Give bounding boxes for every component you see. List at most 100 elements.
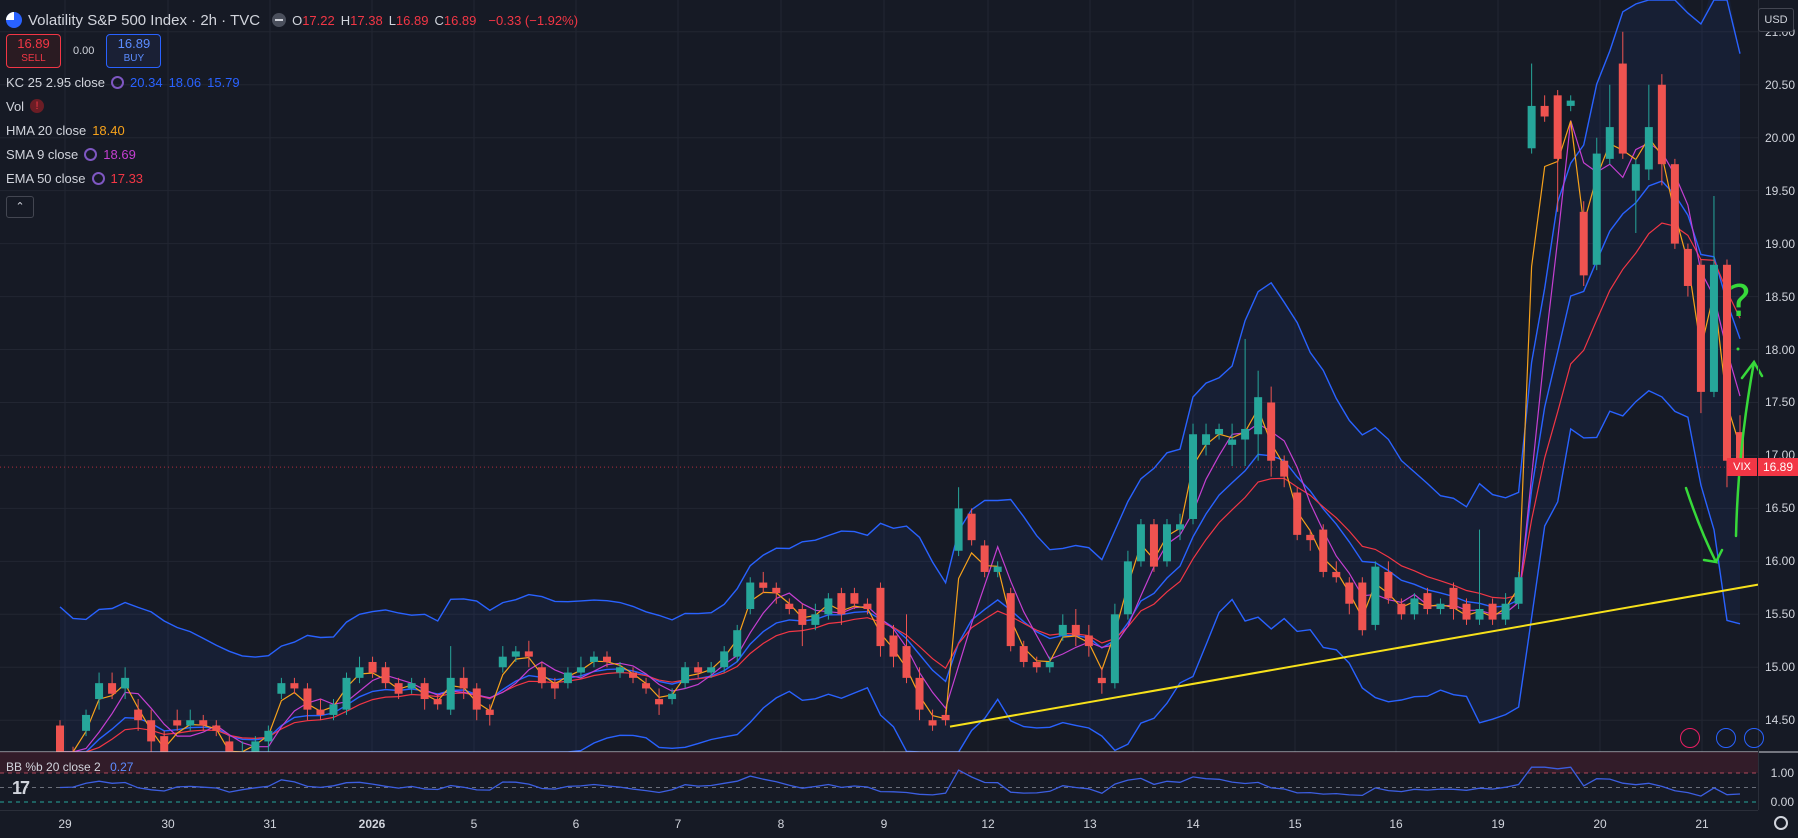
candle-body [1215, 428, 1224, 435]
candle [368, 656, 377, 678]
candle-body [1319, 529, 1328, 572]
candle-body [1384, 571, 1393, 599]
y-tick-label: 17.50 [1764, 395, 1795, 410]
indicator-row[interactable]: KC 25 2.95 close 20.34 18.06 15.79 [6, 70, 578, 94]
price-axis[interactable]: 14.50 15.00 15.50 16.00 16.50 17.00 17.50 18.00… [1758, 0, 1798, 810]
candle-body [1228, 439, 1237, 445]
indicator-row[interactable]: SMA 9 close 18.69 [6, 142, 578, 166]
candle-body [733, 630, 742, 657]
candle-body [1566, 100, 1575, 106]
candle-body [1436, 603, 1445, 610]
candle [290, 677, 299, 694]
candle [1527, 63, 1536, 154]
candle-body [876, 587, 885, 647]
candle [277, 677, 286, 700]
candle-body [824, 598, 833, 615]
candle-body [954, 508, 963, 551]
pane-icons [1680, 728, 1764, 748]
candle [1319, 524, 1328, 578]
candle [824, 593, 833, 620]
currency-button[interactable]: USD [1758, 8, 1794, 32]
candle [772, 582, 781, 604]
warning-icon[interactable]: ! [30, 99, 45, 113]
current-price-tag: 16.89 [1758, 458, 1798, 477]
candle [1605, 84, 1614, 165]
ohlc-value: 17.38 [350, 12, 383, 28]
candle [56, 720, 64, 752]
bbp-value: 0.27 [110, 760, 134, 774]
candle-body [1332, 571, 1341, 578]
candle-body [1202, 434, 1211, 445]
candle [733, 624, 742, 662]
candle [95, 672, 104, 710]
gear-icon[interactable] [1774, 816, 1788, 830]
candle-body [121, 677, 130, 689]
candle [1462, 598, 1471, 625]
us-flag-icon [6, 12, 22, 28]
candle-body [1579, 211, 1588, 276]
trendline[interactable] [949, 583, 1759, 728]
sell-button[interactable]: 16.89 SELL [6, 34, 61, 68]
grid-lines [0, 0, 1758, 810]
indicator-row[interactable]: HMA 20 close 18.40 [6, 118, 578, 142]
indicator-value: 15.79 [207, 74, 240, 90]
candle-body [1527, 105, 1536, 149]
hma-20-line [60, 120, 1741, 753]
candle [1696, 259, 1705, 414]
candle-body [1592, 153, 1601, 265]
candle [355, 656, 364, 684]
candle-body [902, 646, 911, 678]
indicator-value: 18.40 [92, 122, 125, 138]
candle-body [642, 683, 651, 689]
candle-body [1306, 534, 1315, 541]
candle [902, 614, 911, 684]
ohlc-l: L16.89 [389, 13, 429, 28]
indicator-row[interactable]: EMA 50 close 17.33 [6, 166, 578, 190]
candle-body [563, 672, 572, 684]
candle-body [1410, 598, 1419, 615]
candle-body [1683, 248, 1692, 286]
x-tick-label: 21 [1695, 817, 1709, 831]
candle-body [589, 656, 598, 662]
time-axis[interactable]: 29 30 31 2026 5 6 7 8 9 12 13 14 15 16 19 20 21 [0, 810, 1758, 838]
candle-body [1110, 614, 1119, 684]
candle-body [1371, 566, 1380, 625]
collapse-legend-button[interactable]: ⌃ [6, 196, 34, 218]
hand-drawn-annotations[interactable]: ? [1684, 276, 1764, 564]
hide-icon[interactable] [272, 13, 287, 27]
candle-body [368, 661, 377, 673]
buy-button[interactable]: 16.89 BUY [106, 34, 162, 68]
candle-body [798, 609, 807, 625]
settings-icon[interactable] [111, 75, 125, 89]
bbp-label[interactable]: BB %b 20 close 2 [6, 760, 101, 774]
tradingview-logo[interactable]: 17 [12, 778, 30, 798]
candle-body [1514, 577, 1523, 604]
settings-icon[interactable] [84, 147, 98, 161]
candle [1162, 518, 1171, 567]
candle [1228, 423, 1237, 467]
candle-body [1293, 492, 1302, 535]
candle-body [407, 683, 416, 689]
candle-body [1358, 582, 1367, 631]
candle-body [1696, 264, 1705, 392]
indicator-row[interactable]: Vol! [6, 94, 578, 118]
candle-body [1462, 603, 1471, 620]
candle-body [303, 688, 312, 710]
symbol-title[interactable]: Volatility S&P 500 Index · 2h · TVC [28, 11, 261, 29]
lightning-icon[interactable] [1680, 728, 1700, 748]
candle [524, 640, 533, 668]
candle-body [550, 683, 559, 689]
candle-body [95, 683, 104, 700]
indicator-value: 18.06 [168, 74, 202, 90]
candle-body [1136, 524, 1145, 562]
candle-body [694, 667, 703, 673]
settings-icon[interactable] [91, 171, 105, 185]
us-flag-icon[interactable] [1716, 728, 1736, 748]
candle [759, 571, 768, 594]
us-flag-icon[interactable] [1744, 728, 1764, 748]
candle-body [1722, 264, 1731, 461]
candle-body [1618, 63, 1627, 154]
candle [1071, 609, 1080, 647]
candle-body [251, 741, 260, 752]
